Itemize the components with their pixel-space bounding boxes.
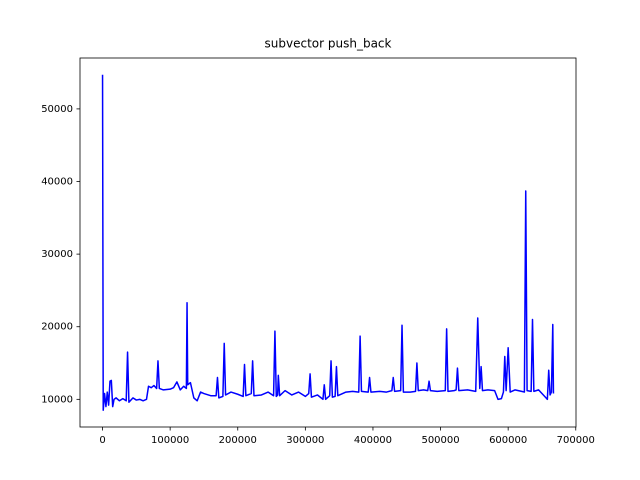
plot-frame (79, 57, 577, 428)
y-tick-label: 30000 (41, 249, 73, 260)
y-tick-label: 50000 (41, 104, 73, 115)
x-tick-label: 200000 (219, 435, 257, 446)
chart-title: subvector push_back (265, 37, 392, 51)
y-tick-label: 20000 (41, 322, 73, 333)
data-line (101, 74, 555, 411)
x-tick-label: 500000 (421, 435, 459, 446)
x-tick-label: 600000 (489, 435, 527, 446)
y-tick-label: 40000 (41, 177, 73, 188)
x-tick-label: 300000 (286, 435, 324, 446)
x-tick-label: 400000 (354, 435, 392, 446)
y-tick-label: 10000 (41, 394, 73, 405)
x-tick-label: 100000 (151, 435, 189, 446)
x-tick-label: 700000 (557, 435, 595, 446)
x-tick-label: 0 (99, 435, 105, 446)
